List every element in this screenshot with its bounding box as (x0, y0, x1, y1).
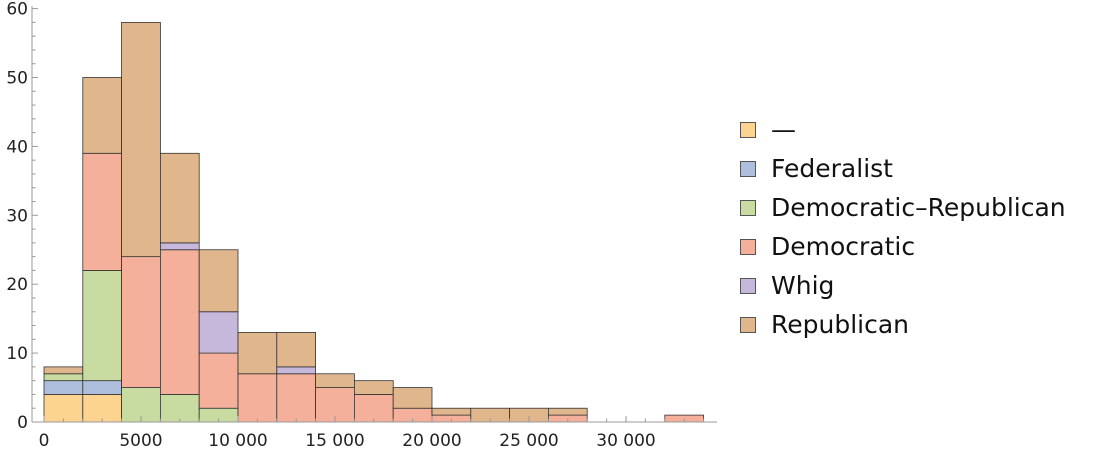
x-tick-label-6: 30 000 (596, 431, 655, 451)
y-tick-label-5: 50 (6, 69, 28, 89)
legend-label: Democratic (771, 232, 916, 261)
legend-swatch (740, 238, 756, 255)
legend-swatch (740, 121, 756, 138)
legend-swatch (740, 316, 756, 333)
bar-segment-5-bin-5 (237, 332, 278, 375)
y-tick-label-2: 20 (6, 275, 28, 295)
y-tick-label-4: 40 (6, 137, 28, 157)
bar-segment-5-bin-2 (121, 21, 161, 258)
bar-segment-2-bin-1 (82, 270, 123, 382)
bar-segment-0-bin-1 (82, 394, 123, 423)
bar-segment-5-bin-10 (431, 407, 472, 416)
y-tick-label-0: 0 (17, 413, 28, 433)
bar-segment-5-bin-7 (315, 373, 355, 388)
x-tick-label-3: 15 000 (305, 431, 364, 451)
legend: — Federalist Democratic–Republican Democrat… (740, 110, 1066, 344)
legend-item: — (740, 110, 1066, 149)
legend-swatch (740, 160, 756, 177)
legend-label: — (771, 115, 796, 144)
bar-segment-2-bin-0 (43, 373, 84, 382)
bar-segment-5-bin-4 (198, 249, 239, 313)
bar-segment-0-bin-0 (43, 394, 84, 423)
bar-segment-4-bin-4 (198, 311, 239, 354)
bar-segment-3-bin-2 (121, 256, 161, 388)
bar-segment-5-bin-1 (82, 77, 123, 154)
bar-segment-2-bin-3 (159, 394, 200, 423)
bar-segment-1-bin-0 (43, 380, 84, 395)
bar-segment-3-bin-8 (353, 394, 394, 423)
legend-label: Democratic–Republican (771, 193, 1066, 222)
bar-segment-3-bin-5 (237, 373, 278, 423)
bar-segment-5-bin-9 (392, 387, 433, 409)
bar-segment-5-bin-6 (276, 332, 316, 368)
bar-segment-5-bin-8 (353, 380, 394, 395)
bar-segment-3-bin-3 (159, 249, 200, 395)
legend-item: Democratic–Republican (740, 188, 1066, 227)
bar-segment-5-bin-3 (159, 152, 200, 244)
bar-segment-4-bin-6 (276, 366, 316, 375)
legend-label: Federalist (771, 154, 893, 183)
bar-segment-5-bin-13 (548, 407, 588, 416)
legend-label: Whig (771, 271, 835, 300)
bar-segment-3-bin-6 (276, 373, 316, 423)
bar-segment-3-bin-4 (198, 352, 239, 409)
x-tick-label-2: 10 000 (208, 431, 267, 451)
legend-item: Democratic (740, 227, 1066, 266)
y-tick-label-3: 30 (6, 206, 28, 226)
legend-item: Whig (740, 266, 1066, 305)
bar-segment-1-bin-1 (82, 380, 123, 395)
x-tick-label-5: 25 000 (499, 431, 558, 451)
legend-item: Federalist (740, 149, 1066, 188)
legend-label: Republican (771, 310, 910, 339)
bar-segment-5-bin-0 (43, 366, 84, 375)
legend-swatch (740, 199, 756, 216)
bar-segment-3-bin-1 (82, 152, 123, 271)
legend-swatch (740, 277, 756, 294)
y-tick-label-1: 10 (6, 344, 28, 364)
x-tick-label-0: 0 (39, 431, 50, 451)
x-tick-label-1: 5000 (119, 431, 162, 451)
bar-segment-4-bin-3 (159, 242, 200, 251)
x-tick-label-4: 20 000 (402, 431, 461, 451)
legend-item: Republican (740, 305, 1066, 344)
y-tick-label-6: 60 (6, 0, 28, 20)
